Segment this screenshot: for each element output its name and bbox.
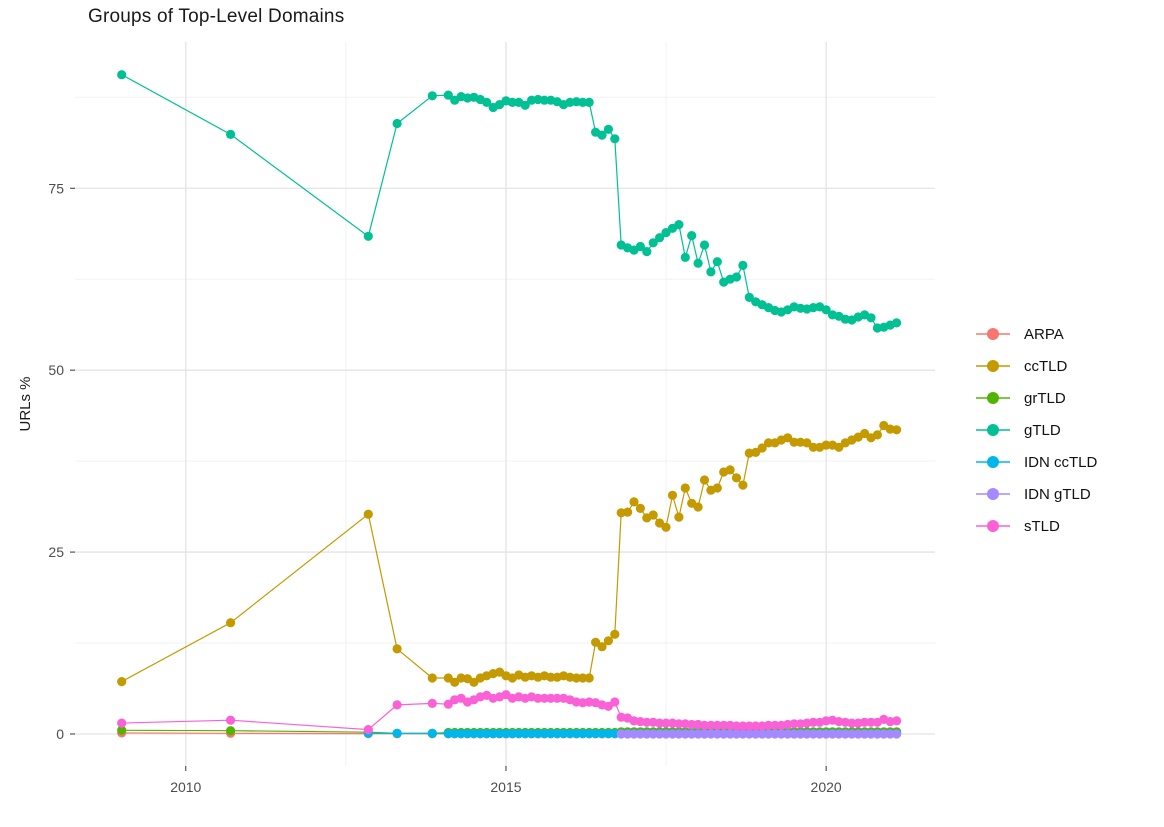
svg-text:URLs %: URLs % [17, 376, 34, 431]
legend-key-icon [976, 359, 1010, 373]
legend-label: gTLD [1024, 421, 1061, 439]
legend-item-grtld: grTLD [976, 382, 1097, 414]
svg-text:2010: 2010 [170, 779, 201, 795]
legend-label: sTLD [1024, 517, 1060, 535]
legend-item-gtld: gTLD [976, 414, 1097, 446]
legend-key-icon [976, 487, 1010, 501]
legend-item-stld: sTLD [976, 510, 1097, 542]
legend-key-icon [976, 327, 1010, 341]
legend-label: ccTLD [1024, 357, 1068, 375]
legend: ARPA ccTLD grTLD gTLD IDN ccTLD IDN gTLD… [976, 318, 1097, 542]
chart-title: Groups of Top-Level Domains [88, 6, 345, 27]
series-cctld [117, 420, 902, 687]
legend-key-icon [976, 455, 1010, 469]
legend-key-icon [976, 391, 1010, 405]
series-gtld [117, 70, 902, 333]
legend-item-idn-gtld: IDN gTLD [976, 478, 1097, 510]
legend-item-arpa: ARPA [976, 318, 1097, 350]
legend-item-cctld: ccTLD [976, 350, 1097, 382]
svg-text:0: 0 [56, 726, 64, 742]
series-idn-gtld [616, 729, 902, 739]
legend-key-icon [976, 519, 1010, 533]
legend-key-icon [976, 423, 1010, 437]
legend-label: IDN ccTLD [1024, 453, 1098, 471]
legend-label: ARPA [1024, 325, 1064, 343]
series-stld [117, 690, 902, 735]
svg-text:25: 25 [48, 544, 64, 560]
svg-text:2020: 2020 [811, 779, 842, 795]
legend-label: IDN gTLD [1024, 485, 1091, 503]
svg-text:2015: 2015 [490, 779, 521, 795]
legend-label: grTLD [1024, 389, 1066, 407]
svg-text:50: 50 [48, 362, 64, 378]
svg-text:75: 75 [48, 180, 64, 196]
legend-item-idn-cctld: IDN ccTLD [976, 446, 1097, 478]
